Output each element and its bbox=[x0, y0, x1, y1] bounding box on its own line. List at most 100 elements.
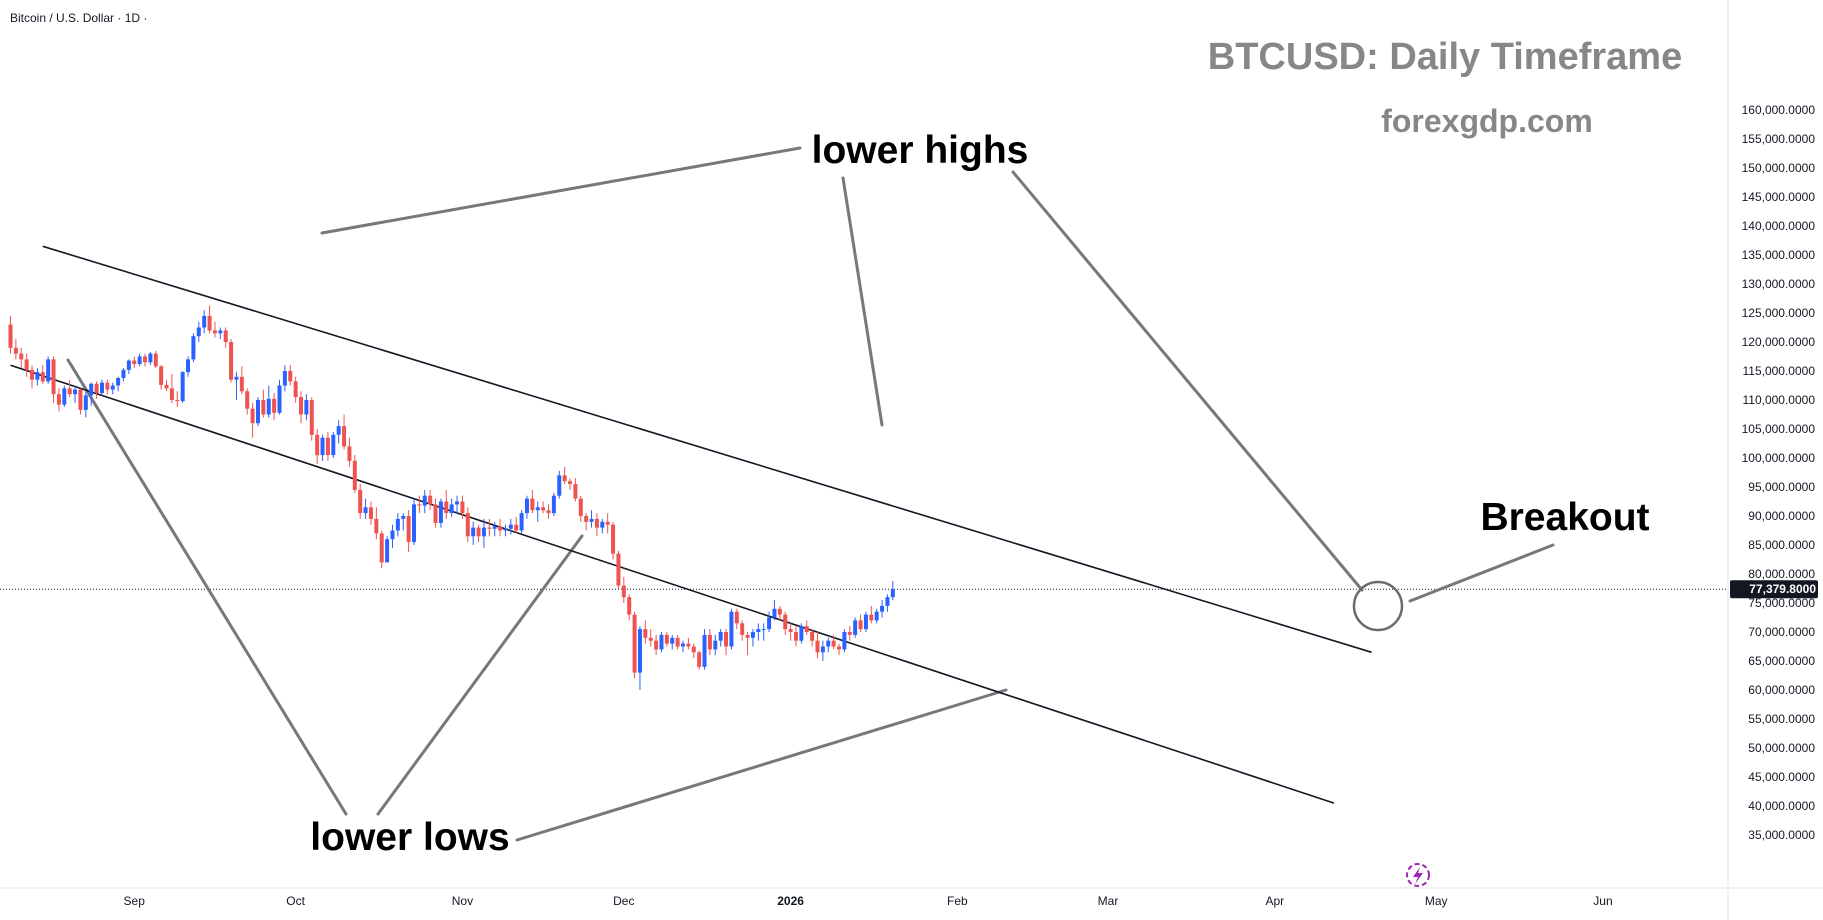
candle bbox=[455, 495, 460, 514]
candle-body bbox=[562, 475, 567, 482]
candle bbox=[272, 393, 277, 421]
candle-body bbox=[320, 437, 325, 456]
candle-body bbox=[73, 389, 78, 395]
candle-body bbox=[175, 400, 180, 402]
time-axis[interactable]: Sep Oct Nov Dec 2026 Feb Mar Apr May Jun bbox=[124, 894, 1613, 908]
candle bbox=[740, 620, 745, 641]
candle-body bbox=[94, 383, 99, 394]
candle bbox=[116, 376, 121, 392]
symbol-label[interactable]: Bitcoin / U.S. Dollar · 1D · bbox=[10, 11, 147, 25]
price-axis[interactable]: 35,000.0000 40,000.0000 45,000.0000 50,000.… bbox=[1742, 103, 1816, 842]
price-tick-label: 45,000.0000 bbox=[1748, 770, 1815, 784]
price-tick-label: 60,000.0000 bbox=[1748, 683, 1815, 697]
annotation-pointer-line bbox=[66, 358, 348, 816]
last-price-label: 77,379.8000 bbox=[1730, 580, 1818, 599]
candle bbox=[342, 414, 347, 450]
candle bbox=[627, 594, 632, 621]
candle bbox=[358, 484, 363, 519]
candle bbox=[530, 489, 535, 514]
candle-body bbox=[718, 632, 723, 641]
candle bbox=[557, 470, 562, 499]
candle bbox=[767, 611, 772, 632]
candle-body bbox=[191, 336, 196, 360]
candle-body bbox=[62, 388, 67, 405]
candle bbox=[191, 333, 196, 363]
chart-title: BTCUSD: Daily Timeframe bbox=[1208, 36, 1682, 78]
candle-body bbox=[24, 359, 29, 370]
candle bbox=[831, 634, 836, 650]
candle-body bbox=[772, 608, 777, 618]
time-tick-label: Sep bbox=[124, 894, 146, 908]
candle bbox=[713, 634, 718, 656]
candle-body bbox=[777, 608, 782, 615]
candle-body bbox=[643, 629, 648, 638]
breakout-highlight-circle bbox=[1352, 580, 1404, 632]
candle bbox=[546, 504, 551, 519]
candle-body bbox=[724, 632, 729, 647]
candle-body bbox=[30, 369, 35, 380]
price-tick-label: 85,000.0000 bbox=[1748, 538, 1815, 552]
candle bbox=[212, 321, 217, 338]
candle-body bbox=[546, 510, 551, 514]
candle-body bbox=[869, 614, 874, 621]
candle bbox=[401, 513, 406, 531]
price-tick-label: 65,000.0000 bbox=[1748, 654, 1815, 668]
candle bbox=[309, 397, 314, 441]
price-tick-label: 35,000.0000 bbox=[1748, 828, 1815, 842]
upper-channel-line[interactable] bbox=[42, 245, 1372, 654]
candle-body bbox=[46, 359, 51, 382]
annotation-pointer-line bbox=[320, 146, 802, 235]
candle bbox=[691, 643, 696, 659]
candle bbox=[385, 536, 390, 563]
chart-subtitle: forexgdp.com bbox=[1381, 103, 1593, 139]
candle-body bbox=[535, 507, 540, 511]
candle bbox=[793, 626, 798, 647]
candle bbox=[390, 524, 395, 548]
candle bbox=[126, 359, 131, 374]
candle bbox=[30, 365, 35, 389]
candle-body bbox=[578, 498, 583, 516]
candle bbox=[858, 614, 863, 632]
candle bbox=[143, 353, 147, 367]
candle-body bbox=[492, 526, 497, 529]
candle-body bbox=[594, 518, 599, 528]
annotation-pointer-line bbox=[1011, 170, 1364, 592]
candle bbox=[406, 510, 411, 552]
candle bbox=[476, 524, 481, 543]
candle-body bbox=[234, 376, 239, 380]
candle-body bbox=[331, 434, 336, 456]
candle bbox=[78, 388, 83, 415]
candle bbox=[223, 327, 228, 348]
candle-body bbox=[272, 398, 277, 413]
candle-body bbox=[697, 652, 702, 667]
candle-body bbox=[390, 530, 395, 540]
candle-body bbox=[223, 330, 228, 342]
candle bbox=[611, 521, 616, 560]
candle-body bbox=[740, 623, 745, 635]
lower-channel-line[interactable] bbox=[10, 364, 1335, 804]
candle bbox=[207, 305, 212, 334]
candle bbox=[73, 385, 78, 403]
candle-body bbox=[524, 498, 529, 514]
candle bbox=[842, 629, 847, 653]
time-tick-label: Feb bbox=[947, 894, 968, 908]
candle bbox=[368, 501, 373, 525]
candle bbox=[686, 637, 691, 650]
candle bbox=[239, 366, 244, 395]
candle-body bbox=[449, 504, 454, 514]
trendlines bbox=[10, 245, 1372, 804]
candle bbox=[659, 632, 664, 653]
candle bbox=[600, 518, 605, 534]
candle bbox=[374, 507, 379, 540]
candle-body bbox=[815, 640, 820, 653]
candle-body bbox=[148, 353, 153, 363]
replay-logo-icon[interactable] bbox=[1406, 863, 1430, 887]
candle bbox=[745, 632, 750, 656]
candle bbox=[783, 611, 788, 635]
candle bbox=[110, 382, 115, 395]
candle bbox=[444, 489, 449, 519]
candle-body bbox=[600, 521, 605, 528]
candle-body bbox=[229, 342, 234, 380]
candle-body bbox=[83, 395, 88, 410]
